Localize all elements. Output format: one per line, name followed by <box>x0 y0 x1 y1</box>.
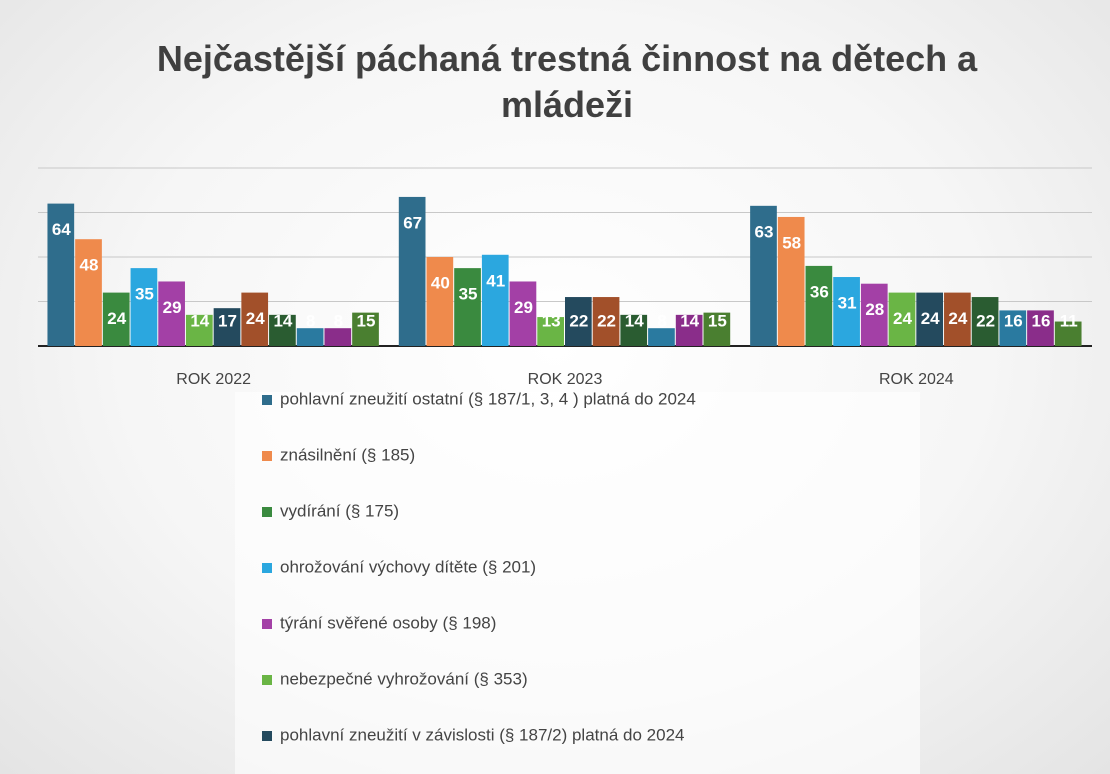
data-label: 16 <box>1032 311 1051 330</box>
x-tick-label: ROK 2022 <box>176 371 251 388</box>
data-label: 14 <box>680 311 699 330</box>
data-label: 15 <box>708 311 727 330</box>
bar <box>269 314 296 346</box>
legend-swatch <box>262 731 272 741</box>
data-label: 64 <box>52 220 71 239</box>
legend-swatch <box>262 563 272 573</box>
legend-label: vydírání (§ 175) <box>280 501 399 520</box>
data-label: 8 <box>306 311 315 330</box>
chart-title: Nejčastější páchaná trestná činnost na d… <box>156 38 998 125</box>
data-label: 31 <box>838 294 857 313</box>
data-label: 67 <box>403 213 422 232</box>
legend-label: nebezpečné vyhrožování (§ 353) <box>280 669 528 688</box>
data-label: 8 <box>334 311 343 330</box>
bar <box>158 281 185 346</box>
bar <box>398 196 426 346</box>
data-label: 35 <box>459 285 478 304</box>
data-label: 14 <box>273 311 292 330</box>
data-label: 36 <box>810 282 829 301</box>
bar <box>296 328 324 346</box>
data-label: 29 <box>514 298 533 317</box>
data-label: 22 <box>976 311 995 330</box>
data-label: 24 <box>246 309 265 328</box>
data-label: 48 <box>80 256 99 275</box>
bar <box>916 292 944 346</box>
bar <box>509 281 537 346</box>
legend-swatch <box>262 675 272 685</box>
data-label: 24 <box>948 309 967 328</box>
bar <box>241 292 269 346</box>
bar <box>130 268 158 346</box>
legend-swatch <box>262 451 272 461</box>
bar <box>971 297 999 346</box>
bar <box>102 292 130 346</box>
legend-label: pohlavní zneužití v závislosti (§ 187/2)… <box>280 725 684 744</box>
bar <box>592 297 620 346</box>
legend-box <box>235 392 920 774</box>
legend-swatch <box>262 507 272 517</box>
data-label: 40 <box>431 273 450 292</box>
legend-label: týrání svěřené osoby (§ 198) <box>280 613 496 632</box>
data-label: 16 <box>1004 311 1023 330</box>
bar <box>426 257 454 346</box>
data-label: 14 <box>190 311 209 330</box>
data-label: 22 <box>569 311 588 330</box>
bar <box>565 297 592 346</box>
bar <box>481 254 509 346</box>
bar <box>944 292 971 346</box>
legend-label: znásilnění (§ 185) <box>280 445 415 464</box>
data-label: 8 <box>657 311 666 330</box>
legend-label: ohrožování výchovy dítěte (§ 201) <box>280 557 536 576</box>
bar <box>860 283 888 346</box>
bar <box>833 277 860 346</box>
bar <box>185 314 213 346</box>
x-tick-label: ROK 2024 <box>879 371 954 388</box>
legend-swatch <box>262 395 272 405</box>
bar <box>888 292 916 346</box>
data-label: 24 <box>921 309 940 328</box>
bar <box>750 205 777 346</box>
bar <box>324 328 352 346</box>
bar <box>1027 310 1054 346</box>
bar <box>620 314 648 346</box>
bar <box>537 317 564 346</box>
bar <box>999 310 1027 346</box>
data-label: 11 <box>1060 311 1078 330</box>
data-label: 35 <box>135 285 154 304</box>
data-label: 22 <box>597 311 616 330</box>
data-label: 24 <box>893 309 912 328</box>
bar <box>777 216 805 346</box>
data-label: 15 <box>357 311 376 330</box>
data-label: 14 <box>625 311 644 330</box>
bar <box>703 312 731 346</box>
data-label: 13 <box>542 311 561 330</box>
bar <box>352 312 379 346</box>
legend-swatch <box>262 619 272 629</box>
x-tick-label: ROK 2023 <box>528 371 603 388</box>
data-label: 24 <box>107 309 126 328</box>
data-label: 58 <box>782 233 801 252</box>
bar <box>675 314 703 346</box>
bar <box>648 328 675 346</box>
data-label: 41 <box>486 271 505 290</box>
data-label: 17 <box>218 311 237 330</box>
bar <box>47 203 75 346</box>
bar <box>213 308 241 346</box>
data-label: 29 <box>163 298 182 317</box>
bar <box>805 265 833 346</box>
bar <box>1054 321 1082 346</box>
data-label: 28 <box>865 300 884 319</box>
bar <box>75 239 102 346</box>
data-label: 63 <box>755 222 774 241</box>
bar <box>454 268 481 346</box>
legend-label: pohlavní zneužití ostatní (§ 187/1, 3, 4… <box>280 389 696 408</box>
